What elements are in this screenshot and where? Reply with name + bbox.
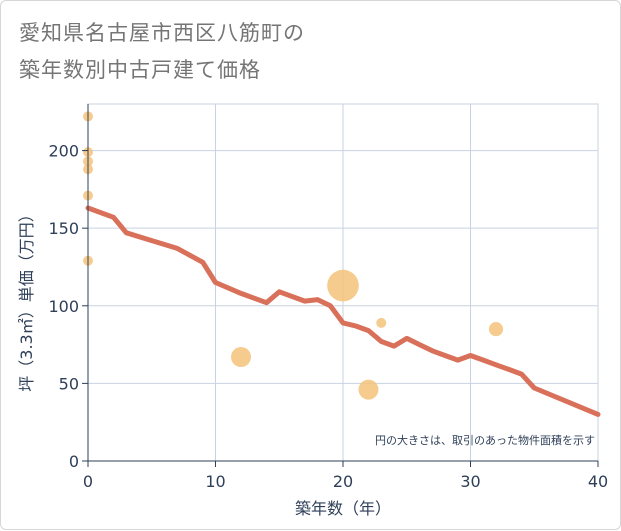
x-tick-label-10: 10 [205, 472, 225, 491]
chart-title: 愛知県名古屋市西区八筋町の 築年数別中古戸建て価格 [19, 15, 305, 89]
x-tick-label-30: 30 [460, 472, 480, 491]
scatter-point-6 [231, 347, 251, 368]
y-tick-label-150: 150 [48, 219, 79, 238]
bubble-size-note: 円の大きさは、取引のあった物件面積を示す [375, 433, 595, 447]
chart-title-line-2: 築年数別中古戸建て価格 [19, 58, 261, 82]
scatter-point-8 [358, 379, 379, 400]
y-axis-label: 坪（3.3㎡）単価（万円） [17, 206, 36, 391]
trend-line-group [85, 205, 601, 417]
y-tick-label-50: 50 [59, 374, 79, 393]
x-tick-label-0: 0 [83, 472, 93, 491]
y-tick-label-0: 0 [69, 452, 79, 471]
y-tick-label-200: 200 [48, 142, 79, 161]
axis-ticks: 0 10 20 30 40 0 50 100 150 200 [48, 104, 608, 491]
trend-line [85, 205, 601, 417]
chart-title-line-1: 愛知県名古屋市西区八筋町の [19, 21, 305, 45]
scatter-point-9 [376, 317, 387, 328]
x-tick-label-40: 40 [588, 472, 608, 491]
x-tick-label-20: 20 [333, 472, 353, 491]
grid-lines [88, 104, 599, 461]
scatter-point-7 [327, 269, 359, 302]
x-axis-label: 築年数（年） [295, 499, 391, 518]
scatter-point-10 [488, 321, 504, 337]
y-tick-label-100: 100 [48, 297, 79, 316]
